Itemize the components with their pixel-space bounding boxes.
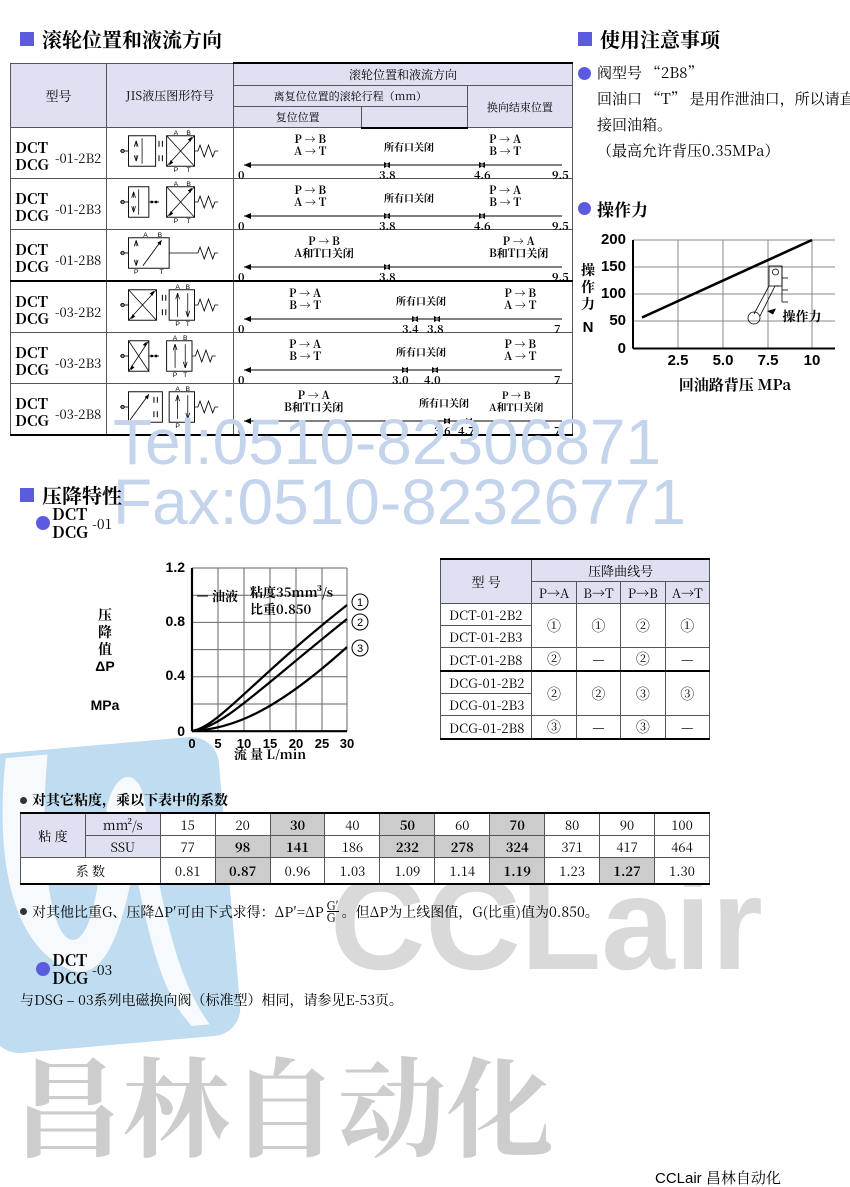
svg-text:操作力: 操作力 [782,306,821,325]
svg-text:回油路背压 MPa: 回油路背压 MPa [679,374,792,395]
svg-text:T: T [183,372,187,378]
svg-text:MPa: MPa [91,697,120,713]
svg-text:A: A [143,232,148,239]
svg-text:T: T [159,269,163,275]
svg-text:30: 30 [340,736,354,751]
svg-text:7.5: 7.5 [758,352,779,369]
svg-text:P: P [174,218,179,224]
svg-text:5: 5 [214,736,221,751]
svg-text:P: P [174,167,179,173]
svg-text:A: A [175,386,180,393]
svg-text:25: 25 [315,736,329,751]
svg-text:1: 1 [357,597,363,609]
svg-text:油液: 油液 [212,586,238,605]
svg-text:值: 值 [98,639,112,659]
svg-text:0.4: 0.4 [166,667,186,683]
svg-text:P: P [173,372,178,378]
svg-text:0.8: 0.8 [166,613,186,629]
svg-text:0: 0 [188,736,195,751]
svg-text:A: A [175,284,180,291]
svg-text:1.2: 1.2 [166,559,186,575]
svg-text:0: 0 [618,340,626,357]
svg-text:T: T [187,218,191,224]
svg-text:5.0: 5.0 [713,352,734,369]
svg-text:10: 10 [804,352,821,369]
svg-text:比重0.850: 比重0.850 [250,599,312,618]
svg-text:流 量 L/min: 流 量 L/min [234,744,306,760]
svg-text:P: P [175,321,180,327]
svg-text:N: N [583,319,594,336]
svg-text:A: A [173,335,178,342]
svg-text:A: A [174,130,179,137]
svg-text:B: B [158,232,163,239]
svg-text:P: P [134,269,139,275]
svg-text:B: B [186,284,191,291]
svg-text:2.5: 2.5 [668,352,689,369]
svg-text:3: 3 [357,643,363,655]
svg-text:B: B [186,386,191,393]
svg-text:0: 0 [177,723,185,739]
svg-text:B: B [186,130,191,137]
svg-text:2: 2 [357,617,363,629]
svg-text:T: T [186,321,190,327]
svg-text:100: 100 [601,285,626,302]
svg-text:A: A [174,181,179,188]
svg-text:150: 150 [601,258,626,275]
svg-text:ΔP: ΔP [95,658,114,674]
svg-text:50: 50 [609,312,626,329]
svg-text:B: B [183,335,188,342]
svg-text:力: 力 [581,294,595,314]
svg-text:T: T [187,167,191,173]
svg-text:B: B [186,181,191,188]
svg-text:200: 200 [601,231,626,248]
